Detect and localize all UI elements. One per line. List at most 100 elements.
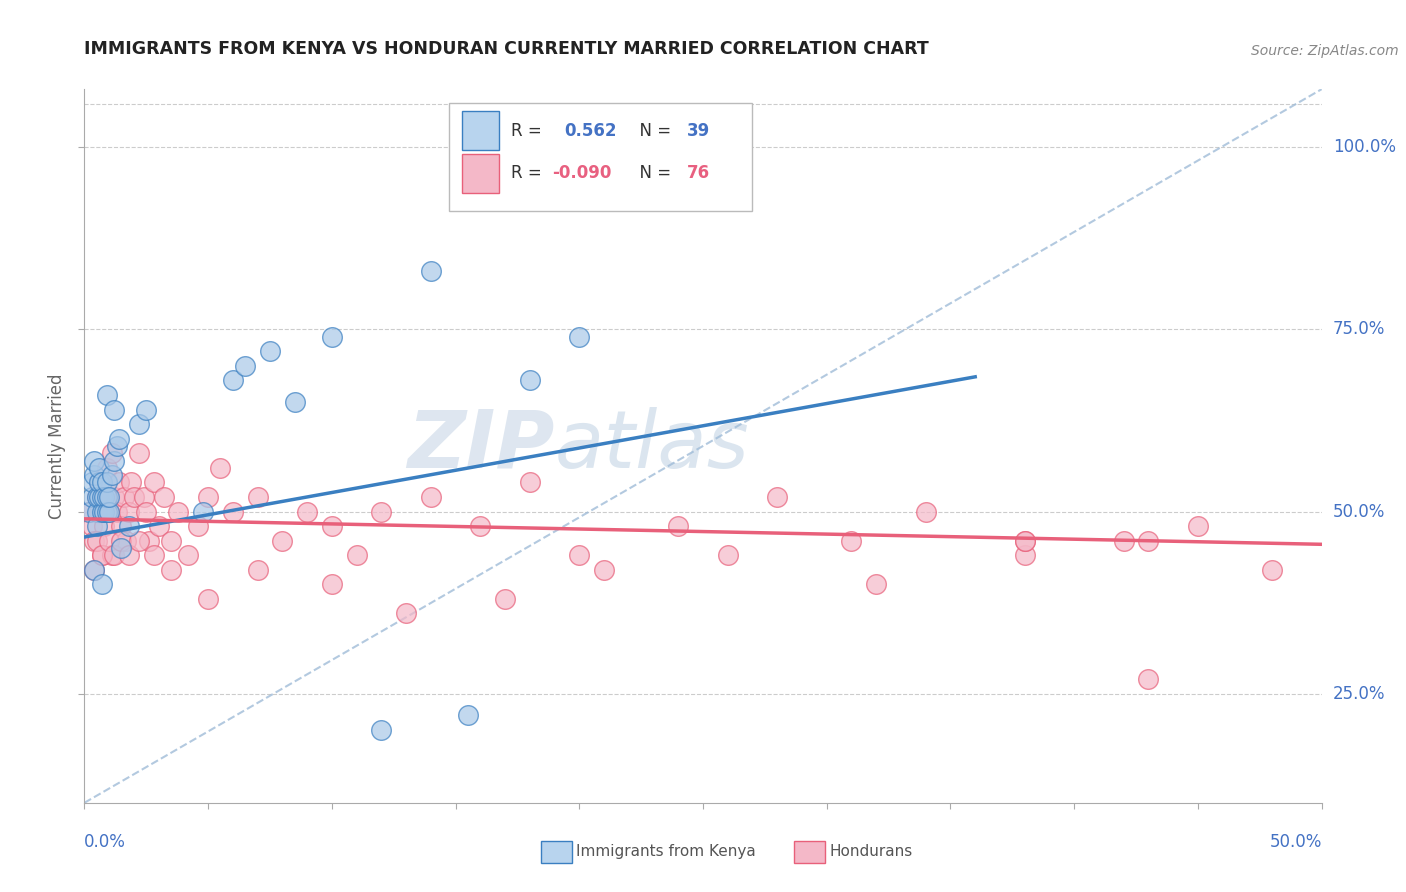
Point bbox=[89, 504, 111, 518]
Point bbox=[152, 490, 174, 504]
Point bbox=[79, 504, 101, 518]
Point bbox=[96, 490, 118, 504]
Point bbox=[142, 475, 165, 490]
Point bbox=[90, 548, 112, 562]
Point bbox=[865, 577, 887, 591]
Point bbox=[233, 359, 256, 373]
Point bbox=[295, 504, 318, 518]
Point bbox=[115, 533, 138, 548]
Point bbox=[96, 504, 118, 518]
Point bbox=[103, 548, 125, 562]
Text: 39: 39 bbox=[688, 121, 710, 139]
Point bbox=[103, 490, 125, 504]
Text: 76: 76 bbox=[688, 164, 710, 182]
Point bbox=[90, 548, 112, 562]
Point bbox=[122, 490, 145, 504]
FancyBboxPatch shape bbox=[450, 103, 752, 211]
Point bbox=[98, 504, 121, 518]
Text: 50.0%: 50.0% bbox=[1333, 502, 1385, 521]
Point bbox=[110, 541, 132, 555]
Point bbox=[98, 490, 121, 504]
Point bbox=[93, 504, 115, 518]
Point bbox=[914, 504, 936, 518]
Point bbox=[593, 563, 616, 577]
Point bbox=[118, 548, 141, 562]
Text: R =: R = bbox=[512, 164, 547, 182]
Point bbox=[321, 577, 343, 591]
Point bbox=[1137, 533, 1160, 548]
Point bbox=[128, 533, 150, 548]
Point bbox=[370, 723, 392, 737]
Point bbox=[118, 519, 141, 533]
Point bbox=[108, 475, 131, 490]
Point bbox=[108, 432, 131, 446]
Point bbox=[93, 490, 115, 504]
Point bbox=[1014, 533, 1036, 548]
Point bbox=[1137, 672, 1160, 686]
Point bbox=[105, 439, 128, 453]
Point bbox=[167, 504, 190, 518]
Point bbox=[191, 504, 214, 518]
Point bbox=[346, 548, 368, 562]
Text: 100.0%: 100.0% bbox=[1333, 138, 1396, 156]
Point bbox=[86, 504, 108, 518]
Point bbox=[187, 519, 209, 533]
Point bbox=[98, 504, 121, 518]
Point bbox=[89, 475, 111, 490]
Text: Source: ZipAtlas.com: Source: ZipAtlas.com bbox=[1251, 44, 1399, 58]
Point bbox=[284, 395, 307, 409]
Point bbox=[370, 504, 392, 518]
Point bbox=[83, 468, 105, 483]
Text: -0.090: -0.090 bbox=[553, 164, 612, 182]
Point bbox=[83, 563, 105, 577]
Bar bbox=[461, 111, 499, 150]
Point bbox=[766, 490, 789, 504]
Point bbox=[90, 490, 112, 504]
Text: R =: R = bbox=[512, 121, 553, 139]
Point bbox=[83, 533, 105, 548]
Point bbox=[142, 548, 165, 562]
Point bbox=[259, 344, 281, 359]
Point bbox=[197, 591, 219, 606]
Point bbox=[80, 519, 103, 533]
Point bbox=[80, 475, 103, 490]
Point bbox=[717, 548, 740, 562]
Point bbox=[90, 504, 112, 518]
Point bbox=[494, 591, 516, 606]
Point bbox=[103, 453, 125, 467]
Point bbox=[419, 264, 441, 278]
Point bbox=[395, 607, 418, 621]
Point bbox=[98, 533, 121, 548]
Point bbox=[100, 446, 122, 460]
Text: Hondurans: Hondurans bbox=[830, 845, 912, 859]
Point bbox=[89, 490, 111, 504]
Point bbox=[103, 402, 125, 417]
Point bbox=[1261, 563, 1284, 577]
Point bbox=[160, 533, 183, 548]
Point bbox=[96, 460, 118, 475]
Point bbox=[246, 563, 269, 577]
Point bbox=[90, 475, 112, 490]
Point bbox=[519, 475, 541, 490]
Point bbox=[86, 490, 108, 504]
Text: 0.562: 0.562 bbox=[564, 121, 617, 139]
Point bbox=[112, 490, 135, 504]
Point bbox=[222, 504, 245, 518]
Point bbox=[222, 374, 245, 388]
Text: 75.0%: 75.0% bbox=[1333, 320, 1385, 338]
Point bbox=[135, 504, 157, 518]
Point bbox=[135, 402, 157, 417]
Point bbox=[93, 504, 115, 518]
Point bbox=[419, 490, 441, 504]
Point bbox=[128, 417, 150, 432]
Point bbox=[271, 533, 294, 548]
Point bbox=[118, 504, 141, 518]
Point bbox=[1112, 533, 1135, 548]
Point bbox=[841, 533, 863, 548]
Point bbox=[105, 504, 128, 518]
Point bbox=[120, 475, 142, 490]
Point bbox=[110, 519, 132, 533]
Text: 0.0%: 0.0% bbox=[84, 833, 127, 851]
Point bbox=[246, 490, 269, 504]
Point bbox=[321, 330, 343, 344]
